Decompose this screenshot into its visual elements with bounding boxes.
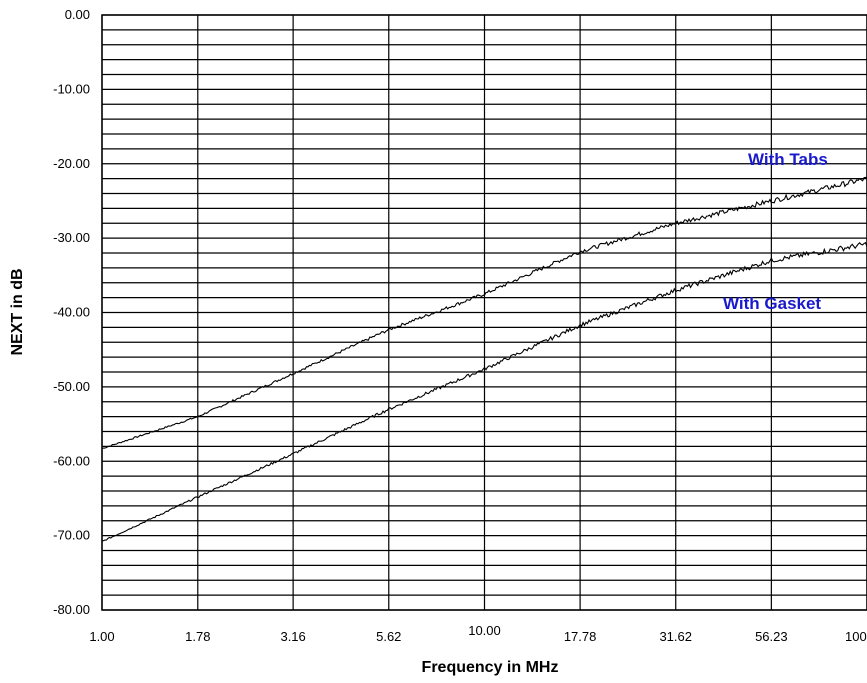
x-tick-label: 100.00 [845, 629, 867, 644]
y-tick-label: -60.00 [53, 453, 90, 468]
y-tick-label: -40.00 [53, 305, 90, 320]
y-tick-label: -20.00 [53, 156, 90, 171]
series-line-with-gasket [101, 241, 867, 542]
x-tick-label: 5.62 [376, 629, 401, 644]
x-tick-label: 56.23 [755, 629, 788, 644]
series-line-with-tabs [101, 176, 867, 450]
x-tick-label: 3.16 [280, 629, 305, 644]
y-tick-label: -10.00 [53, 81, 90, 96]
x-tick-label: 17.78 [564, 629, 597, 644]
series-label-with-gasket: With Gasket [723, 294, 821, 313]
y-axis-title: NEXT in dB [9, 268, 26, 355]
x-tick-label: 1.00 [89, 629, 114, 644]
x-tick-label: 10.00 [468, 623, 501, 638]
grid [101, 14, 867, 611]
x-tick-label: 31.62 [659, 629, 692, 644]
y-tick-label: -30.00 [53, 230, 90, 245]
y-tick-label: 0.00 [65, 7, 90, 22]
y-tick-label: -80.00 [53, 602, 90, 617]
series-label-with-tabs: With Tabs [748, 150, 828, 169]
plot-frame [101, 14, 867, 611]
x-tick-label: 1.78 [185, 629, 210, 644]
tick-labels: 0.00 -10.00 -20.00 -30.00 -40.00 -50.00 -60.00… [53, 7, 867, 644]
y-tick-label: -70.00 [53, 528, 90, 543]
series-lines [101, 176, 867, 542]
y-tick-label: -50.00 [53, 379, 90, 394]
x-axis-title: Frequency in MHz [422, 659, 559, 676]
